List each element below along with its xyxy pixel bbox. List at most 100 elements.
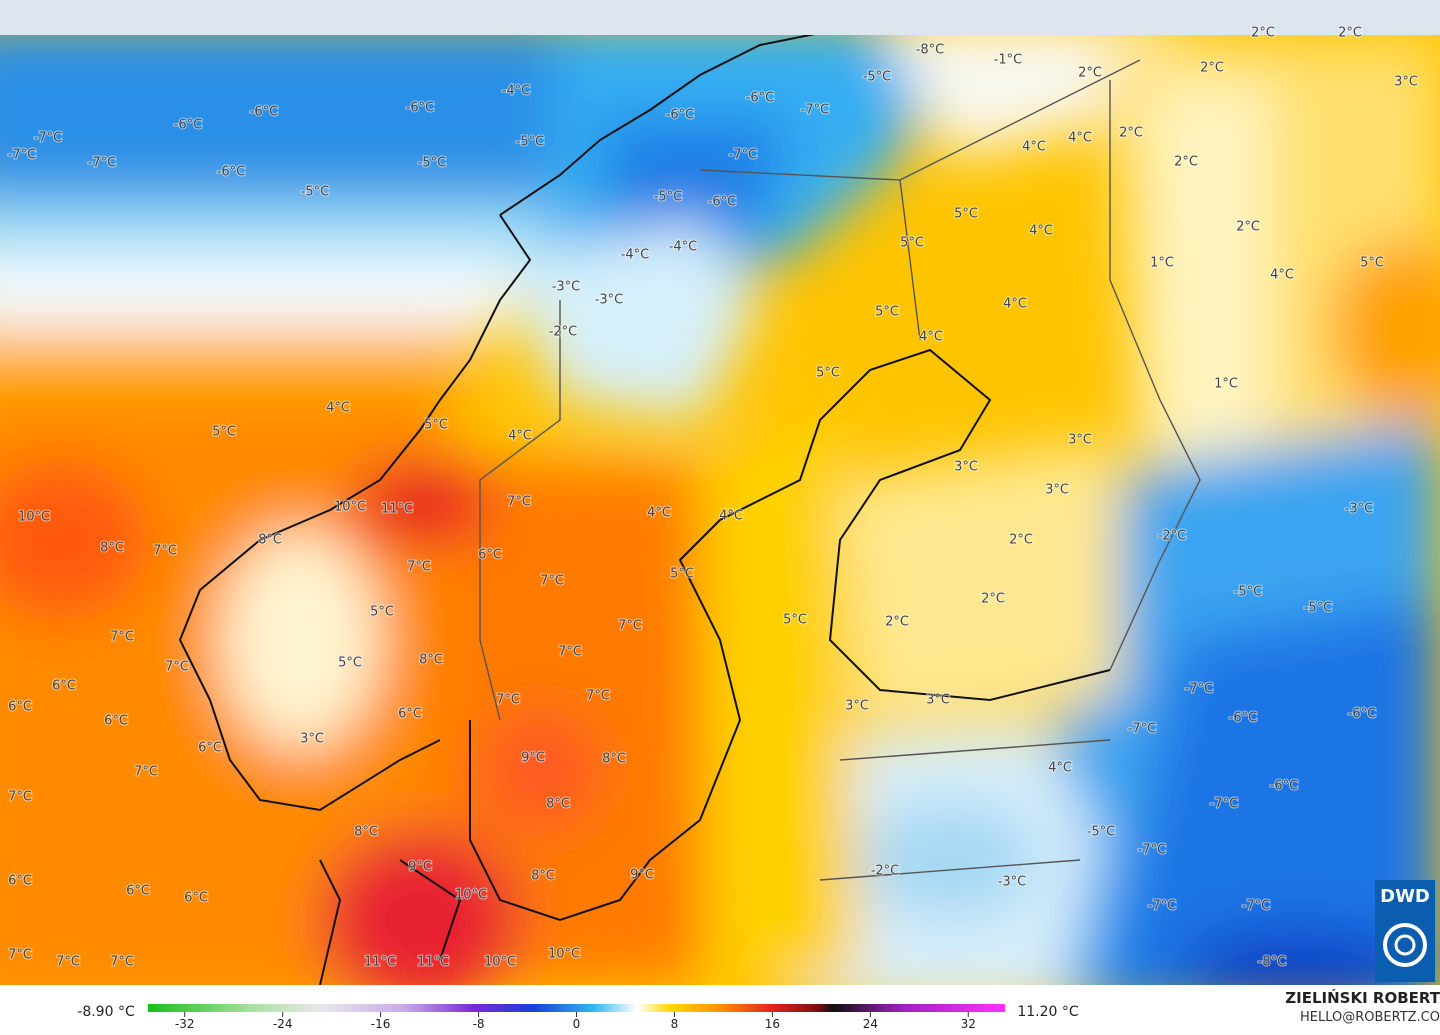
temperature-label: 6°C: [104, 714, 128, 729]
temperature-label: 11°C: [417, 955, 449, 970]
temperature-label: 5°C: [816, 366, 840, 381]
temperature-label: 7°C: [134, 765, 158, 780]
temperature-label: 10°C: [484, 955, 516, 970]
temperature-label: -5°C: [301, 185, 330, 200]
temperature-label: 7°C: [618, 619, 642, 634]
temperature-label: -2°C: [1158, 529, 1187, 544]
temperature-label: 5°C: [783, 613, 807, 628]
temperature-label: -6°C: [406, 101, 435, 116]
temperature-label: 5°C: [900, 236, 924, 251]
temperature-label: -5°C: [516, 135, 545, 150]
temperature-label: -6°C: [708, 195, 737, 210]
max-label: 11.20 °C: [1017, 1004, 1079, 1020]
temperature-label: 7°C: [110, 630, 134, 645]
temperature-label: 5°C: [875, 305, 899, 320]
temperature-label: -5°C: [1087, 825, 1116, 840]
temperature-label: -5°C: [1304, 601, 1333, 616]
temperature-label: -6°C: [1229, 711, 1258, 726]
temperature-label: -7°C: [88, 156, 117, 171]
temperature-label: -6°C: [217, 165, 246, 180]
temperature-label: -3°C: [1345, 502, 1374, 517]
temperature-label: 6°C: [8, 874, 32, 889]
logo-text: DWD: [1380, 886, 1430, 907]
temperature-label: 6°C: [478, 548, 502, 563]
temperature-label: 6°C: [52, 679, 76, 694]
temperature-label: 7°C: [586, 689, 610, 704]
temperature-label: 3°C: [300, 732, 324, 747]
temperature-label: 3°C: [845, 699, 869, 714]
temperature-label: 2°C: [1174, 155, 1198, 170]
colorbar-tick-label: 32: [961, 1017, 976, 1031]
temperature-label: 4°C: [1270, 268, 1294, 283]
temperature-label: 3°C: [926, 693, 950, 708]
temperature-label: 4°C: [1003, 297, 1027, 312]
temperature-label: -6°C: [250, 105, 279, 120]
temperature-label: 7°C: [407, 560, 431, 575]
temperature-label: -4°C: [669, 240, 698, 255]
temperature-label: 2°C: [1078, 66, 1102, 81]
coastline: [178, 35, 1111, 985]
temperature-label: 8°C: [602, 752, 626, 767]
temperature-label: -1°C: [994, 53, 1023, 68]
temperature-label: 7°C: [56, 955, 80, 970]
temperature-label: 6°C: [198, 741, 222, 756]
temperature-label: 2°C: [1251, 26, 1275, 41]
temperature-label: 6°C: [184, 891, 208, 906]
temperature-label: 1°C: [1150, 256, 1174, 271]
temperature-label: -7°C: [1128, 722, 1157, 737]
temperature-label: -7°C: [8, 148, 37, 163]
temperature-label: 5°C: [954, 207, 978, 222]
temperature-label: -7°C: [1242, 899, 1271, 914]
temperature-label: -7°C: [729, 148, 758, 163]
temperature-label: -8°C: [916, 43, 945, 58]
temperature-label: -5°C: [654, 190, 683, 205]
temperature-label: 7°C: [558, 645, 582, 660]
temperature-label: -5°C: [863, 70, 892, 85]
logo-swirl: [1383, 923, 1427, 967]
temperature-label: -6°C: [174, 118, 203, 133]
temperature-label: 7°C: [507, 495, 531, 510]
colorbar-tick-label: -16: [371, 1017, 391, 1031]
temperature-label: 10°C: [548, 947, 580, 962]
temperature-label: 3°C: [1394, 75, 1418, 90]
temperature-label: 6°C: [398, 707, 422, 722]
temperature-label: -3°C: [595, 293, 624, 308]
temperature-label: 4°C: [1048, 761, 1072, 776]
logo: DWD: [1375, 880, 1435, 982]
temperature-label: 8°C: [100, 541, 124, 556]
temperature-label: -7°C: [1185, 682, 1214, 697]
temperature-label: 2°C: [1119, 126, 1143, 141]
temperature-label: 4°C: [719, 509, 743, 524]
colorbar-tick-label: -32: [175, 1017, 195, 1031]
author: ZIELIŃSKI ROBERT: [1285, 988, 1440, 1007]
temperature-label: 4°C: [1022, 140, 1046, 155]
temperature-label: -4°C: [621, 248, 650, 263]
colorbar-tick-label: 0: [573, 1017, 581, 1031]
temperature-label: 3°C: [1068, 433, 1092, 448]
temperature-label: 7°C: [540, 574, 564, 589]
temperature-label: -2°C: [871, 864, 900, 879]
temperature-label: 7°C: [496, 693, 520, 708]
temperature-label: 4°C: [326, 401, 350, 416]
temperature-label: -6°C: [1270, 779, 1299, 794]
temperature-label: 8°C: [546, 797, 570, 812]
logo-swirl: [1394, 934, 1416, 956]
temperature-label: -7°C: [34, 131, 63, 146]
temperature-label: 2°C: [885, 615, 909, 630]
temperature-label: 2°C: [981, 592, 1005, 607]
temperature-label: 9°C: [630, 868, 654, 883]
temperature-label: 7°C: [153, 544, 177, 559]
temperature-label: 6°C: [8, 700, 32, 715]
temperature-label: 7°C: [165, 660, 189, 675]
top-band: [0, 0, 1440, 35]
temperature-label: -5°C: [1234, 585, 1263, 600]
temperature-label: 4°C: [647, 506, 671, 521]
temperature-label: 2°C: [1236, 220, 1260, 235]
temperature-label: 11°C: [364, 955, 396, 970]
temperature-label: 9°C: [408, 860, 432, 875]
temperature-label: 11°C: [381, 502, 413, 517]
temperature-label: -6°C: [666, 108, 695, 123]
temperature-label: 4°C: [1029, 224, 1053, 239]
temperature-label: 10°C: [455, 888, 487, 903]
